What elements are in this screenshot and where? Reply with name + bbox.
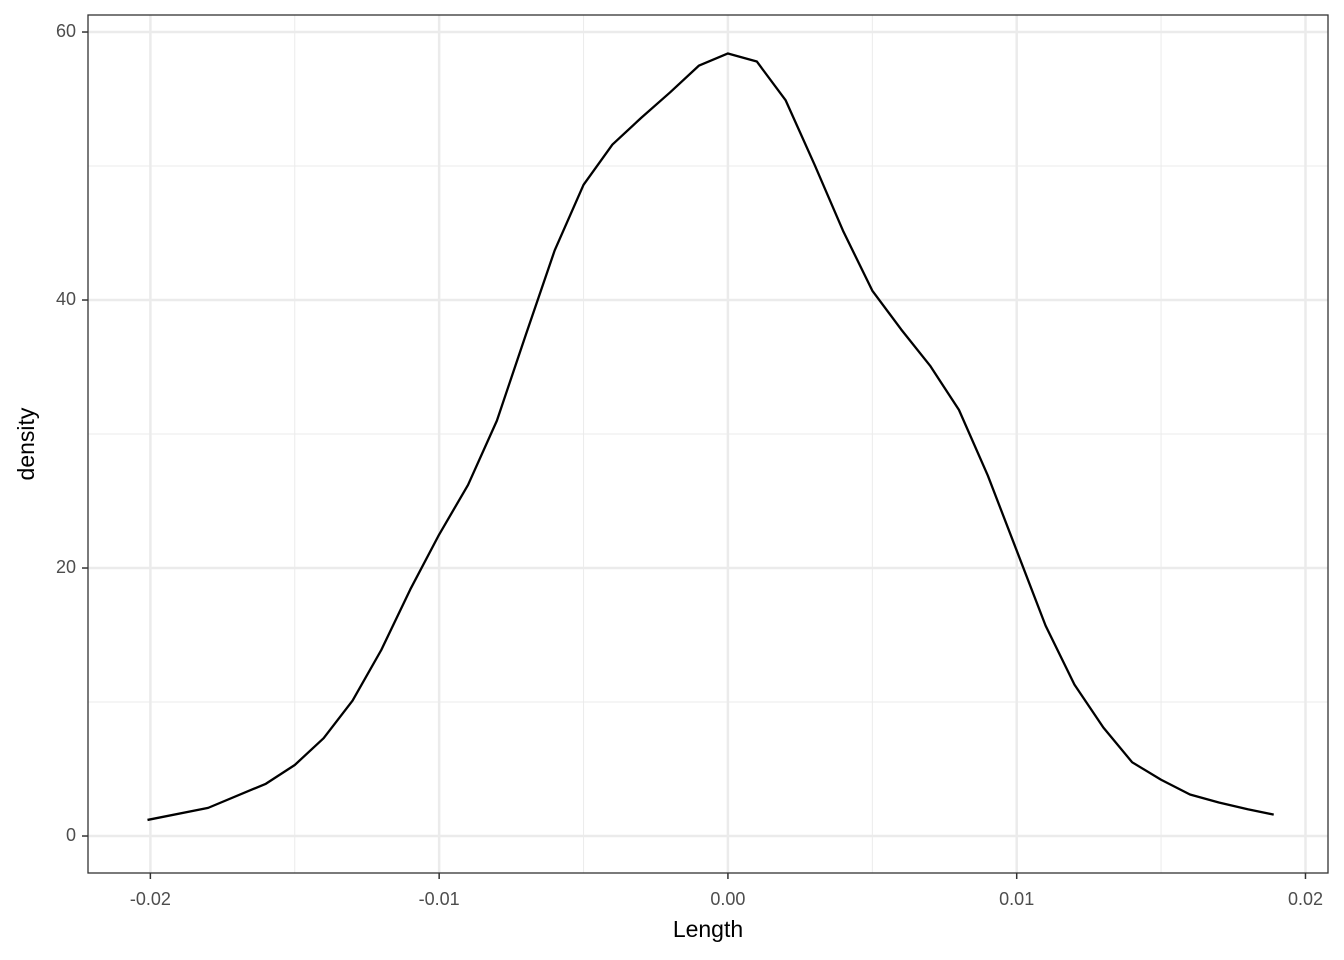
y-tick-label: 20 [56, 557, 76, 577]
panel-border [87, 14, 1329, 874]
x-axis-title: Length [673, 916, 743, 942]
y-tick-label: 60 [56, 21, 76, 41]
density-line [147, 52, 1274, 822]
x-tick-label: 0.00 [710, 889, 745, 909]
x-tick-label: 0.02 [1288, 889, 1323, 909]
y-axis-title: density [13, 407, 39, 480]
x-tick-label: -0.01 [419, 889, 460, 909]
x-tick-label: -0.02 [130, 889, 171, 909]
y-tick-label: 0 [66, 825, 76, 845]
x-tick-label: 0.01 [999, 889, 1034, 909]
y-tick-label: 40 [56, 289, 76, 309]
